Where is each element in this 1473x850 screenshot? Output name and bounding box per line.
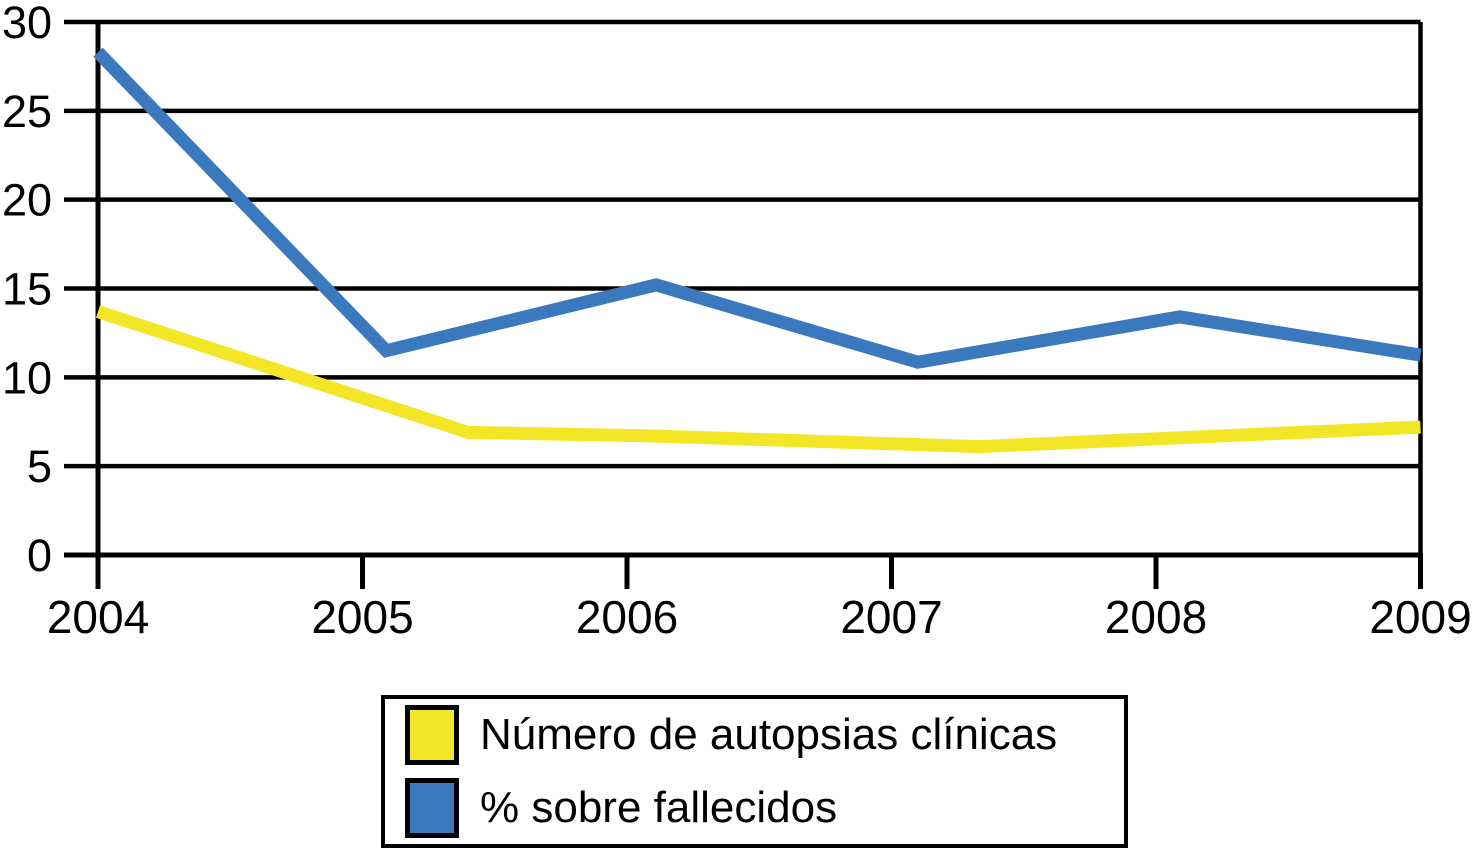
y-tick-label-15: 15 <box>2 263 52 314</box>
y-tick-label-5: 5 <box>27 441 52 492</box>
legend-label-sobre-fallecidos: % sobre fallecidos <box>480 782 838 832</box>
legend-swatch-yellow <box>405 705 459 765</box>
y-tick-label-0: 0 <box>27 530 52 581</box>
y-tick-label-30: 30 <box>2 0 52 48</box>
legend-item-autopsias-clinicas: Número de autopsias clínicas <box>405 705 1124 765</box>
x-tick-label-2004: 2004 <box>47 591 149 643</box>
x-tick-label-2007: 2007 <box>840 591 942 643</box>
legend-label-autopsias-clinicas: Número de autopsias clínicas <box>480 709 1058 759</box>
x-tick-label-2006: 2006 <box>576 591 678 643</box>
x-tick-label-2008: 2008 <box>1105 591 1207 643</box>
line-chart-plot: 0 5 10 15 20 25 30 2004 2005 2006 2007 2008 2009 <box>2 0 1472 643</box>
series-line-fallecidos <box>93 47 1422 369</box>
x-tick-label-2005: 2005 <box>311 591 413 643</box>
series-line-autopsias <box>95 305 1421 454</box>
y-tick-label-20: 20 <box>2 175 52 226</box>
y-tick-label-25: 25 <box>2 86 52 137</box>
x-tick-label-2009: 2009 <box>1369 591 1471 643</box>
chart-legend: Número de autopsias clínicas % sobre fal… <box>381 695 1128 848</box>
legend-item-sobre-fallecidos: % sobre fallecidos <box>405 778 1124 838</box>
legend-swatch-blue <box>405 778 459 838</box>
y-tick-label-10: 10 <box>2 352 52 403</box>
